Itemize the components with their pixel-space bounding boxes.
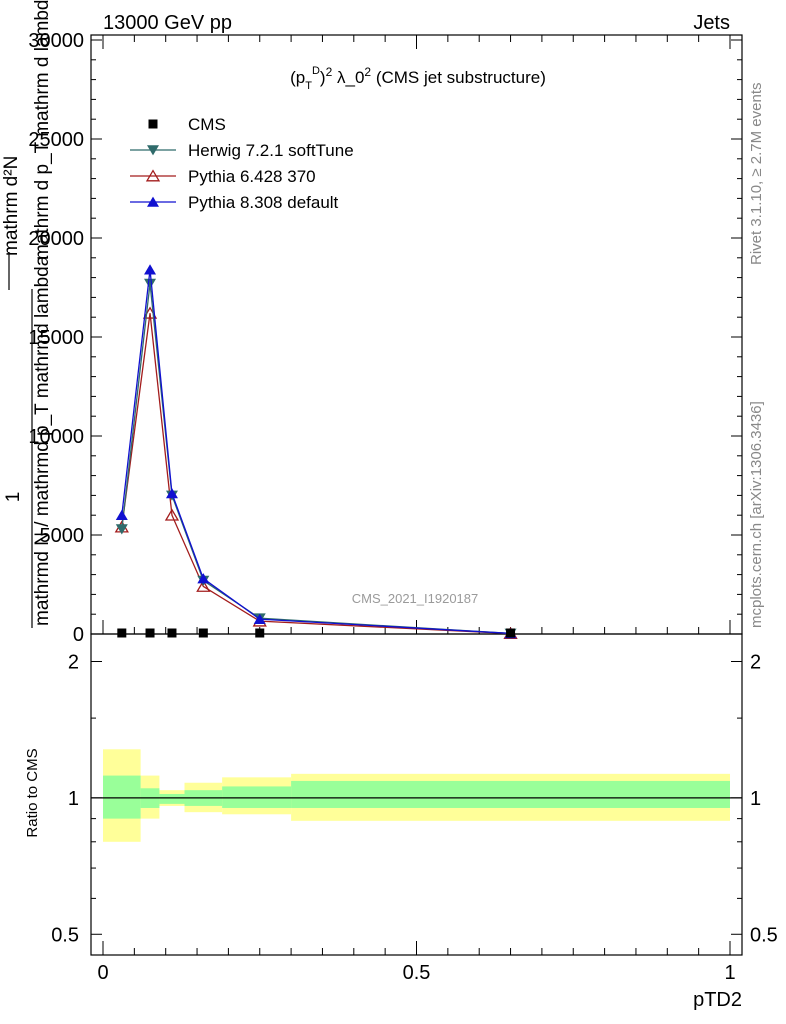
y-tick-label: 25000	[28, 129, 84, 151]
legend-label: CMS	[188, 115, 226, 134]
series-herwig-7-2-1-softtune	[115, 278, 517, 639]
series-line	[121, 269, 511, 635]
ratio-y-tick-label-left: 1	[68, 788, 79, 810]
data-point	[144, 278, 157, 289]
ratio-stat-band	[159, 793, 185, 804]
ratio-stat-band	[222, 786, 292, 808]
ratio-y-tick-label-right: 0.5	[750, 924, 778, 946]
y-tick-label: 20000	[28, 228, 84, 250]
ratio-layer	[91, 749, 742, 842]
ratio-y-tick-label-right: 2	[750, 651, 761, 673]
data-point	[148, 119, 158, 129]
ylabel-prefix: 1	[3, 492, 24, 503]
data-point	[506, 628, 516, 638]
x-axis-label: pTD2	[693, 989, 742, 1011]
legend-item: Pythia 8.308 default	[130, 193, 339, 212]
data-point	[253, 613, 266, 624]
data-point	[196, 579, 211, 592]
data-point	[147, 145, 159, 156]
legend-item: CMS	[148, 115, 226, 134]
data-point	[197, 573, 210, 584]
series-pythia-6-428-370	[114, 306, 518, 639]
y-tick-label: 5000	[40, 525, 85, 547]
data-point	[147, 196, 159, 207]
lower-ylabel: Ratio to CMS	[24, 748, 41, 837]
data-point	[144, 264, 157, 275]
legend-label: Herwig 7.2.1 softTune	[188, 141, 354, 160]
watermark: CMS_2021_I1920187	[352, 591, 479, 606]
legend-item: Herwig 7.2.1 softTune	[130, 141, 354, 160]
plot-title: (pTD)2 λ_02 (CMS jet substructure)	[290, 65, 546, 92]
legend: CMS Herwig 7.2.1 softTune Pythia 6.428 370…	[130, 115, 354, 212]
x-tick-label: 0	[97, 962, 108, 984]
data-point	[117, 628, 127, 638]
series-line	[121, 313, 511, 635]
data-point	[255, 628, 265, 638]
ratio-y-tick-label-left: 2	[68, 651, 79, 673]
y-tick-label: 0	[73, 624, 84, 646]
ratio-y-tick-label-right: 1	[750, 788, 761, 810]
data-point	[115, 524, 128, 535]
axes-layer: 0 5000 10000 15000 20000 25000 30000 0.5 0.5 1 1 2 2…	[28, 30, 777, 984]
series-pythia-8-308-default	[115, 264, 517, 639]
data-point	[145, 628, 155, 638]
data-point	[198, 628, 208, 638]
data-point	[115, 509, 128, 520]
legend-item: Pythia 6.428 370	[130, 167, 316, 186]
rivet-label: Rivet 3.1.10, ≥ 2.7M events	[748, 83, 765, 266]
y-tick-label: 15000	[28, 327, 84, 349]
data-point	[164, 508, 180, 521]
header-left: 13000 GeV pp	[103, 12, 232, 34]
ylabel-numerator-line2: mathrm d p_T mathrm d lambda	[32, 0, 53, 260]
y-tick-label: 10000	[28, 426, 84, 448]
ylabel-denominator: mathrmd N / mathrmd p_T mathrmd lambda	[32, 255, 53, 626]
legend-label: Pythia 6.428 370	[188, 167, 316, 186]
x-tick-label: 1	[724, 962, 735, 984]
data-point	[145, 169, 161, 182]
ylabel-numerator: mathrm d²N	[1, 156, 22, 256]
data-point	[167, 628, 177, 638]
series-layer	[114, 264, 518, 639]
ratio-y-tick-label-left: 0.5	[51, 924, 79, 946]
series-line	[121, 283, 511, 635]
mcplots-label: mcplots.cern.ch [arXiv:1306.3436]	[748, 401, 765, 628]
ratio-stat-band	[291, 780, 730, 808]
data-point	[165, 488, 178, 499]
x-tick-label: 0.5	[403, 962, 431, 984]
ratio-stat-band	[103, 775, 141, 819]
y-tick-label: 30000	[28, 30, 84, 52]
header-right: Jets	[693, 12, 730, 34]
series-cms	[117, 628, 516, 638]
upper-ylabel: mathrm d²N mathrm d p_T mathrm d lambda …	[1, 0, 53, 628]
legend-label: Pythia 8.308 default	[188, 193, 339, 212]
